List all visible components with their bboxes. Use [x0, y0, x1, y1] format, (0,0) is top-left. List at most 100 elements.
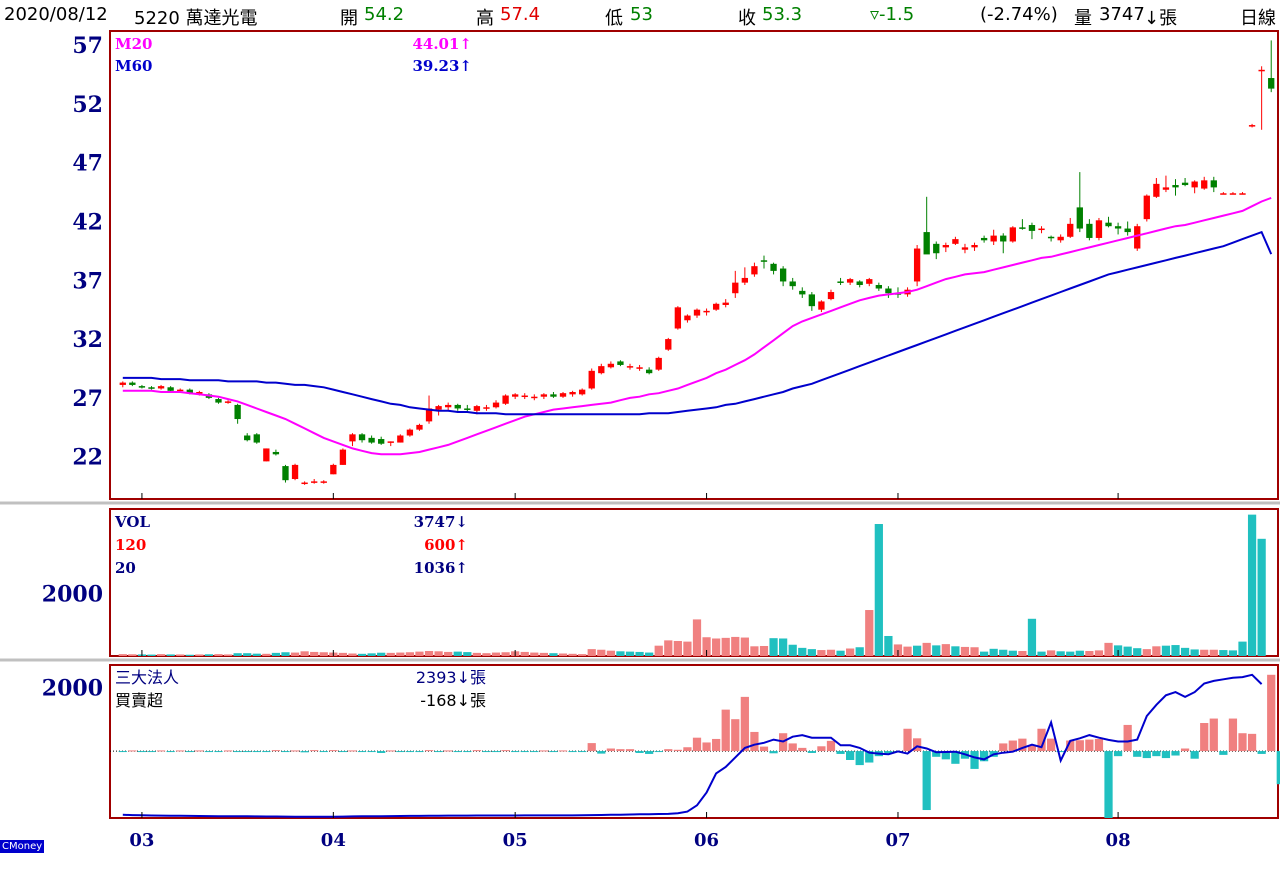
institutional-bar [721, 709, 730, 752]
candle-body [397, 435, 404, 443]
candle-body [1076, 207, 1083, 229]
institutional-bar [1123, 724, 1132, 752]
candle-body [291, 464, 299, 480]
change-pct: (-2.74%) [980, 4, 1058, 25]
high-value: 57.4 [500, 4, 541, 25]
candle-body [693, 309, 701, 316]
candle-body [330, 464, 337, 475]
legend-m20-label: M20 [115, 35, 152, 53]
candle-body [1248, 125, 1256, 127]
candle-body [263, 448, 270, 462]
volume-bar [788, 644, 797, 656]
institutional-bar [482, 751, 491, 753]
volume-legend-label: 20 [115, 559, 136, 577]
volume-bar [712, 638, 721, 656]
candle-body [531, 396, 538, 399]
candle-body [933, 243, 940, 254]
volume-bar [434, 651, 443, 656]
ma60-line [122, 230, 1273, 416]
institutional-bar [1219, 751, 1228, 755]
volume-bar [874, 524, 883, 656]
volume-bar [941, 644, 950, 656]
candle-body [502, 395, 509, 404]
month-label: 08 [1106, 830, 1131, 851]
institutional-bar [606, 748, 615, 752]
volume-bar [549, 653, 558, 656]
volume-bar [243, 653, 252, 656]
candle-body [961, 247, 969, 250]
candle-body [301, 482, 308, 485]
candle-body [473, 406, 481, 411]
institutional-bar [424, 750, 434, 752]
volume-bar [1171, 645, 1180, 656]
volume-bar [1257, 538, 1266, 656]
volume-bar [826, 649, 836, 656]
candle-body [866, 279, 873, 284]
candle-body [952, 239, 959, 244]
volume-bar [156, 654, 166, 656]
volume-bar [1219, 650, 1228, 656]
candle-body [483, 407, 490, 409]
volume-bar [1094, 650, 1104, 656]
institutional-bar [759, 746, 769, 752]
date-label: 2020/08/12 [4, 4, 108, 25]
volume-bar [740, 637, 749, 656]
candle-body [626, 366, 634, 368]
legend-m20-value: 44.01↑ [412, 35, 472, 53]
volume-bar [903, 646, 912, 656]
institutional-bar [252, 751, 261, 753]
institutional-bar [386, 750, 395, 752]
candle-body [913, 248, 921, 282]
institutional-bar [826, 740, 836, 752]
volume-bar [616, 651, 625, 656]
candle-body [1239, 193, 1246, 195]
institutional-bar [1133, 751, 1142, 757]
institutional-bar [176, 750, 185, 752]
volume-bar [357, 653, 367, 656]
candle-body [1114, 226, 1122, 229]
candle-body [712, 303, 720, 310]
candle-body [1057, 236, 1064, 241]
institutional-bar [740, 696, 749, 752]
volume-bar [396, 652, 405, 656]
candle-body [856, 281, 863, 285]
institutional-bar [243, 751, 252, 753]
volume-bar [223, 654, 233, 656]
institutional-bar [731, 719, 740, 752]
candle-body [550, 394, 557, 397]
volume-bar [798, 647, 807, 656]
candle-body [1153, 183, 1160, 197]
volume-bar [520, 651, 529, 656]
candle-body [1172, 185, 1179, 188]
volume-bar [1209, 649, 1218, 656]
volume-bar [300, 651, 309, 656]
institutional-bar [319, 751, 328, 753]
institutional-bar [453, 751, 462, 753]
volume-bar [233, 653, 242, 656]
candle-body [1105, 222, 1112, 227]
institutional-bar [692, 737, 702, 752]
institutional-bar [377, 751, 386, 753]
volume-bar [1152, 646, 1161, 656]
price-axis-tick: 47 [72, 151, 103, 177]
institutional-bar [798, 747, 807, 752]
volume-bar [960, 646, 970, 656]
candle-body [1181, 182, 1189, 186]
institutional-bar [979, 751, 989, 762]
institutional-bar [1190, 751, 1199, 759]
candle-body [980, 237, 988, 241]
institutional-bar [310, 750, 319, 752]
volume-bar [846, 648, 855, 656]
institutional-bar [702, 742, 711, 752]
institutional-bar [223, 750, 233, 752]
volume-bar [635, 651, 644, 656]
institutional-bar [913, 738, 922, 752]
volume-bar [692, 619, 702, 656]
candle-body [760, 260, 768, 262]
volume-bar [1133, 648, 1142, 656]
volume-bar [1247, 514, 1257, 656]
candle-body [1019, 227, 1026, 229]
institutional-bar [434, 751, 443, 753]
panel-frame-3 [109, 664, 1279, 819]
